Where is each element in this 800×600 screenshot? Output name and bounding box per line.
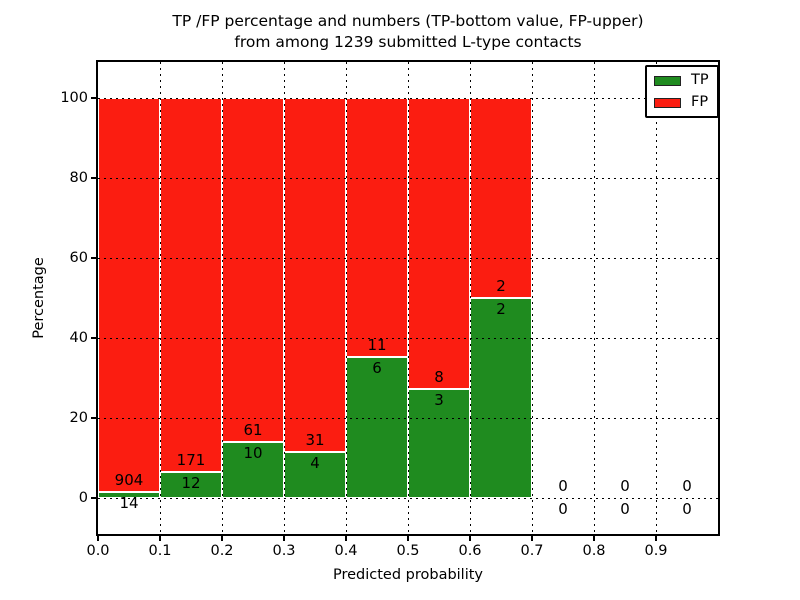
x-axis-tick-label: 0.2 [210, 543, 234, 559]
legend-item-tp: TP [654, 73, 709, 88]
bar-segment-fp [284, 98, 346, 453]
y-axis-tick [91, 177, 96, 179]
gridline-vertical [407, 62, 409, 534]
y-axis-tick [91, 97, 96, 99]
bar-label-fp-count: 0 [682, 477, 692, 495]
gridline-vertical [655, 62, 657, 534]
bar-label-tp-count: 3 [434, 390, 444, 409]
bar-label-fp-count: 2 [496, 277, 506, 295]
x-axis-tick [655, 536, 657, 541]
x-axis-tick [159, 536, 161, 541]
bar-label-tp-count: 0 [682, 500, 692, 518]
bar-label-tp-count: 12 [181, 473, 201, 492]
bar-segment-tp [160, 471, 222, 498]
x-axis-tick-label: 0.4 [334, 543, 358, 559]
bar-label-fp-count: 904 [114, 470, 144, 489]
legend-swatch-fp-icon [654, 97, 681, 108]
legend-item-fp: FP [654, 95, 709, 110]
y-axis-tick-label: 0 [78, 490, 88, 506]
y-axis-label: Percentage [31, 257, 47, 339]
x-axis-tick-label: 0.6 [458, 543, 482, 559]
bar-label-tp-count: 14 [119, 493, 139, 512]
chart-title-line1: TP /FP percentage and numbers (TP-bottom… [172, 12, 644, 30]
bar-labels-layer: 904 14 171 12 61 10 31 4 11 6 8 3 2 2 0 0 0 0 0 0 [98, 62, 718, 534]
bar-label-fp-count: 31 [305, 431, 325, 450]
y-axis-tick-label: 40 [69, 330, 88, 346]
bar-segment-tp [470, 298, 532, 498]
x-axis-tick [283, 536, 285, 541]
y-axis-tick-label: 60 [69, 250, 88, 266]
gridline-vertical [221, 62, 223, 534]
x-axis-tick [407, 536, 409, 541]
x-axis-tick [97, 536, 99, 541]
x-axis-tick [345, 536, 347, 541]
bar-label-fp-count: 0 [620, 477, 630, 495]
y-axis-tick [91, 257, 96, 259]
bar-label-fp-count: 11 [367, 335, 387, 354]
gridline-vertical [159, 62, 161, 534]
y-axis-tick [91, 337, 96, 339]
gridline-vertical [345, 62, 347, 534]
gridline-vertical [283, 62, 285, 534]
x-axis-tick-label: 0.3 [272, 543, 296, 559]
legend-label-fp: FP [691, 94, 709, 110]
bar-segment-fp [408, 98, 470, 389]
bar-label-fp-count: 8 [434, 367, 444, 386]
bar-label-fp-count: 61 [243, 420, 263, 439]
x-axis-tick [469, 536, 471, 541]
bar-label-tp-count: 0 [620, 500, 630, 518]
bar-segment-tp [408, 388, 470, 498]
x-axis-tick-label: 0.9 [644, 543, 668, 559]
x-axis-tick [593, 536, 595, 541]
x-axis-label: Predicted probability [332, 567, 484, 583]
y-axis-tick-label: 20 [69, 410, 88, 426]
legend: TP FP [645, 65, 719, 118]
gridline-vertical [531, 62, 533, 534]
y-axis-tick-label: 80 [69, 170, 88, 186]
x-axis-tick [221, 536, 223, 541]
plot-area: 904 14 171 12 61 10 31 4 11 6 8 3 2 2 0 0 0 0 0 0 [98, 62, 718, 534]
x-axis-tick-label: 0.7 [520, 543, 544, 559]
gridline-vertical [593, 62, 595, 534]
x-axis-tick [531, 536, 533, 541]
bar-label-tp-count: 6 [372, 358, 382, 377]
bar-segment-fp [346, 98, 408, 357]
bar-label-fp-count: 171 [176, 450, 206, 469]
bar-label-fp-count: 0 [558, 477, 568, 495]
y-axis-tick [91, 417, 96, 419]
legend-label-tp: TP [691, 72, 709, 88]
bars-layer [98, 62, 718, 534]
x-axis-tick-label: 0.5 [396, 543, 420, 559]
y-axis-tick-label: 100 [60, 90, 88, 106]
x-axis-tick-label: 0.1 [148, 543, 172, 559]
x-axis-tick-label: 0.0 [86, 543, 110, 559]
bar-label-tp-count: 0 [558, 500, 568, 518]
gridline-vertical [469, 62, 471, 534]
bar-label-tp-count: 10 [243, 443, 263, 462]
legend-swatch-tp-icon [654, 75, 681, 86]
chart-title: TP /FP percentage and numbers (TP-bottom… [98, 11, 718, 53]
bar-label-tp-count: 2 [496, 300, 506, 318]
bar-segment-tp [346, 356, 408, 498]
bar-segment-fp [470, 98, 532, 298]
grid-layer [98, 62, 718, 534]
y-axis-tick [91, 497, 96, 499]
bar-segment-tp [284, 452, 346, 498]
chart-title-line2: from among 1239 submitted L-type contact… [234, 33, 582, 51]
bar-label-tp-count: 4 [310, 454, 320, 473]
bar-segment-fp [222, 98, 284, 442]
x-axis-tick-label: 0.8 [582, 543, 606, 559]
